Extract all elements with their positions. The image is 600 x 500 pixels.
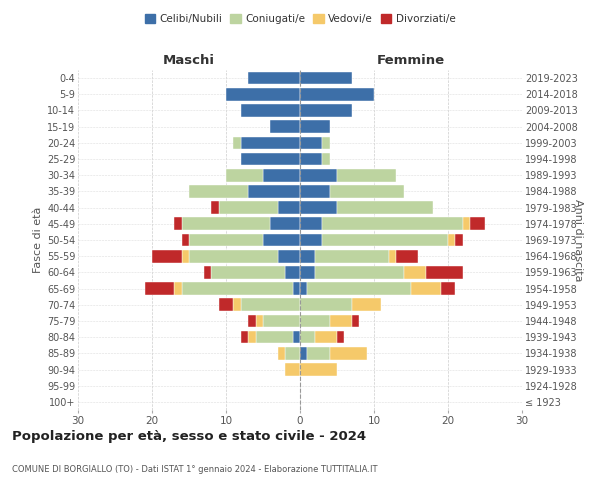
Bar xyxy=(226,169,263,181)
Bar xyxy=(204,266,211,278)
Bar xyxy=(278,202,300,214)
Y-axis label: Fasce di età: Fasce di età xyxy=(32,207,43,273)
Bar xyxy=(256,331,293,344)
Bar xyxy=(448,234,455,246)
Bar xyxy=(226,88,300,101)
Y-axis label: Anni di nascita: Anni di nascita xyxy=(573,198,583,281)
Bar xyxy=(248,72,300,85)
Bar xyxy=(329,347,367,360)
Bar xyxy=(337,331,344,344)
Bar xyxy=(315,250,389,262)
Bar xyxy=(278,347,285,360)
Bar xyxy=(337,202,433,214)
Bar xyxy=(300,72,352,85)
Bar xyxy=(300,185,329,198)
Bar xyxy=(300,282,307,295)
Bar xyxy=(174,282,182,295)
Bar xyxy=(263,169,300,181)
Bar xyxy=(285,347,300,360)
Bar xyxy=(293,331,300,344)
Bar xyxy=(300,250,315,262)
Bar xyxy=(426,266,463,278)
Bar xyxy=(182,282,293,295)
Bar xyxy=(463,218,470,230)
Bar xyxy=(470,218,485,230)
Bar xyxy=(300,266,315,278)
Bar xyxy=(300,152,322,166)
Bar xyxy=(300,363,337,376)
Bar xyxy=(315,331,337,344)
Bar xyxy=(293,282,300,295)
Text: Femmine: Femmine xyxy=(377,54,445,67)
Bar xyxy=(241,331,248,344)
Bar xyxy=(300,120,329,133)
Bar xyxy=(189,234,263,246)
Bar xyxy=(329,314,352,328)
Bar xyxy=(307,282,411,295)
Bar xyxy=(241,136,300,149)
Bar xyxy=(233,136,241,149)
Bar xyxy=(271,218,300,230)
Bar xyxy=(300,169,337,181)
Bar xyxy=(411,282,440,295)
Bar xyxy=(455,234,463,246)
Bar xyxy=(263,314,300,328)
Bar xyxy=(211,266,285,278)
Bar xyxy=(322,152,329,166)
Bar xyxy=(248,314,256,328)
Bar xyxy=(300,298,352,311)
Bar xyxy=(322,218,463,230)
Bar xyxy=(389,250,396,262)
Bar xyxy=(218,298,233,311)
Bar xyxy=(218,202,278,214)
Text: Popolazione per età, sesso e stato civile - 2024: Popolazione per età, sesso e stato civil… xyxy=(12,430,366,443)
Bar xyxy=(300,314,329,328)
Bar xyxy=(300,202,337,214)
Bar xyxy=(396,250,418,262)
Bar xyxy=(322,234,448,246)
Bar xyxy=(248,185,300,198)
Bar xyxy=(440,282,455,295)
Bar xyxy=(300,136,322,149)
Bar xyxy=(300,218,322,230)
Bar xyxy=(189,185,248,198)
Bar xyxy=(256,314,263,328)
Bar xyxy=(329,185,404,198)
Bar xyxy=(285,266,300,278)
Bar xyxy=(307,347,329,360)
Bar xyxy=(263,234,300,246)
Bar xyxy=(300,104,352,117)
Bar xyxy=(211,202,218,214)
Bar xyxy=(300,88,374,101)
Bar xyxy=(233,298,241,311)
Bar xyxy=(248,331,256,344)
Bar xyxy=(300,347,307,360)
Text: COMUNE DI BORGIALLO (TO) - Dati ISTAT 1° gennaio 2024 - Elaborazione TUTTITALIA.: COMUNE DI BORGIALLO (TO) - Dati ISTAT 1°… xyxy=(12,465,377,474)
Bar xyxy=(145,282,174,295)
Bar xyxy=(241,104,300,117)
Bar xyxy=(182,250,189,262)
Bar xyxy=(182,234,189,246)
Bar xyxy=(241,298,300,311)
Bar xyxy=(285,363,300,376)
Bar xyxy=(189,250,278,262)
Bar xyxy=(352,298,382,311)
Bar xyxy=(300,234,322,246)
Bar xyxy=(278,250,300,262)
Text: Maschi: Maschi xyxy=(163,54,215,67)
Bar xyxy=(182,218,271,230)
Bar xyxy=(352,314,359,328)
Bar xyxy=(152,250,182,262)
Bar xyxy=(404,266,426,278)
Bar xyxy=(300,331,315,344)
Bar xyxy=(337,169,396,181)
Bar xyxy=(241,152,300,166)
Legend: Celibi/Nubili, Coniugati/e, Vedovi/e, Divorziati/e: Celibi/Nubili, Coniugati/e, Vedovi/e, Di… xyxy=(140,10,460,29)
Bar xyxy=(174,218,182,230)
Bar xyxy=(322,136,329,149)
Bar xyxy=(315,266,404,278)
Bar xyxy=(271,120,300,133)
